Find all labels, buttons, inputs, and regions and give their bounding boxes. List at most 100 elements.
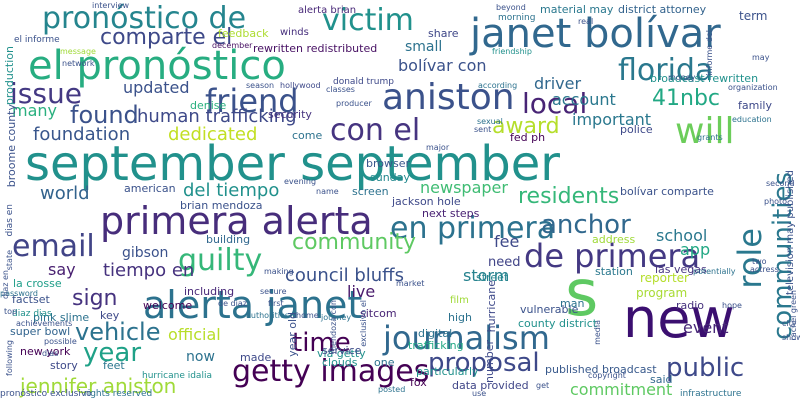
word: comparte el [100,25,233,50]
word: pronóstico exclusivo [0,389,92,399]
word: may [752,53,770,62]
word: council bluffs [285,265,404,286]
word: film [450,295,469,306]
word: tiempo en [103,260,195,281]
word: dias [42,349,59,358]
word: human trafficking [137,106,297,127]
word: s [565,257,599,331]
word: event [683,318,729,337]
word: street [476,271,509,284]
word: community [292,230,417,255]
word: posted [378,385,406,394]
word: primera alerta [100,199,373,243]
word: con el [330,113,421,148]
word: bolívar comparte [620,185,714,198]
word: education [732,115,772,124]
word: show [782,333,800,342]
word: real [578,17,594,26]
word: season [246,81,275,90]
word: el pronóstico [28,43,286,89]
word: hurricane [485,280,498,333]
word: rewritten redistributed [253,42,378,55]
word: victim [322,3,414,38]
word: janet bolívar [470,11,721,57]
word: security [268,108,312,121]
word: program [636,286,688,300]
word: new [623,287,735,350]
word: time [292,328,351,358]
word: feedback [218,27,269,40]
word: infrastructure [680,389,742,399]
word: alerta janet [143,283,363,327]
word: high [448,311,472,324]
word: name [316,187,339,196]
word: la crosse [13,277,62,290]
word: app [680,240,711,259]
word: found [70,101,139,129]
word: 41nbc [652,86,720,111]
word: production [3,46,16,106]
word: diaz dias [12,309,52,319]
word: radio [676,299,705,312]
word: pronóstico de [42,1,247,36]
word: hurricane idalia [142,371,212,381]
word: local [522,87,588,120]
word: number [483,340,496,383]
word: sexual [477,117,503,126]
word: september september [25,136,560,192]
word: donald trump [333,77,394,87]
word: top [4,307,18,316]
word: data provided [452,379,529,392]
word: county district [518,317,598,330]
word: residents [518,184,620,209]
word: friend [205,82,299,120]
word: via getty [317,347,366,360]
word: market [396,279,425,288]
word: secure [260,287,287,296]
word: next steps [422,207,480,220]
word: pink slime [33,311,90,324]
word: updated [123,78,190,97]
word: en primera [390,211,556,246]
word: digital [418,327,453,340]
word: service [322,344,362,357]
word: clouds [322,356,358,369]
word: exclusivo el [359,300,368,347]
word: organization [728,83,778,92]
word: interview [92,1,130,10]
word: potentially [693,267,736,276]
word: said [650,373,673,386]
word: fox [410,376,427,389]
word: guilty [178,243,263,278]
word: sunday [370,171,410,184]
word: live [347,282,376,301]
word: state [5,250,14,271]
word: public [666,353,745,383]
word: jackson hole [392,195,461,208]
word: building [206,233,251,246]
word: including [184,285,235,298]
word: sitcom [360,307,397,320]
word: getty images [232,354,430,389]
word: made [240,351,272,364]
word: password [0,289,38,298]
word: browser [366,157,411,170]
word: trafficking [408,339,464,352]
word: material may [540,3,614,16]
word: making [264,267,294,276]
word: copyright [588,371,626,380]
word: following [5,340,14,376]
word: dias en [5,204,15,237]
word: issue [10,77,82,110]
word: december [212,41,253,50]
word: denise [190,99,227,112]
word: hollywood [280,81,321,90]
word: will [675,111,735,152]
word: rights reserved [84,389,153,399]
word: message [60,47,96,56]
word: bolívar con [398,56,487,75]
word: email [12,229,95,264]
word: journalism [383,319,550,357]
word: brian mendoza [180,199,263,212]
word: alerta brian [298,5,357,16]
